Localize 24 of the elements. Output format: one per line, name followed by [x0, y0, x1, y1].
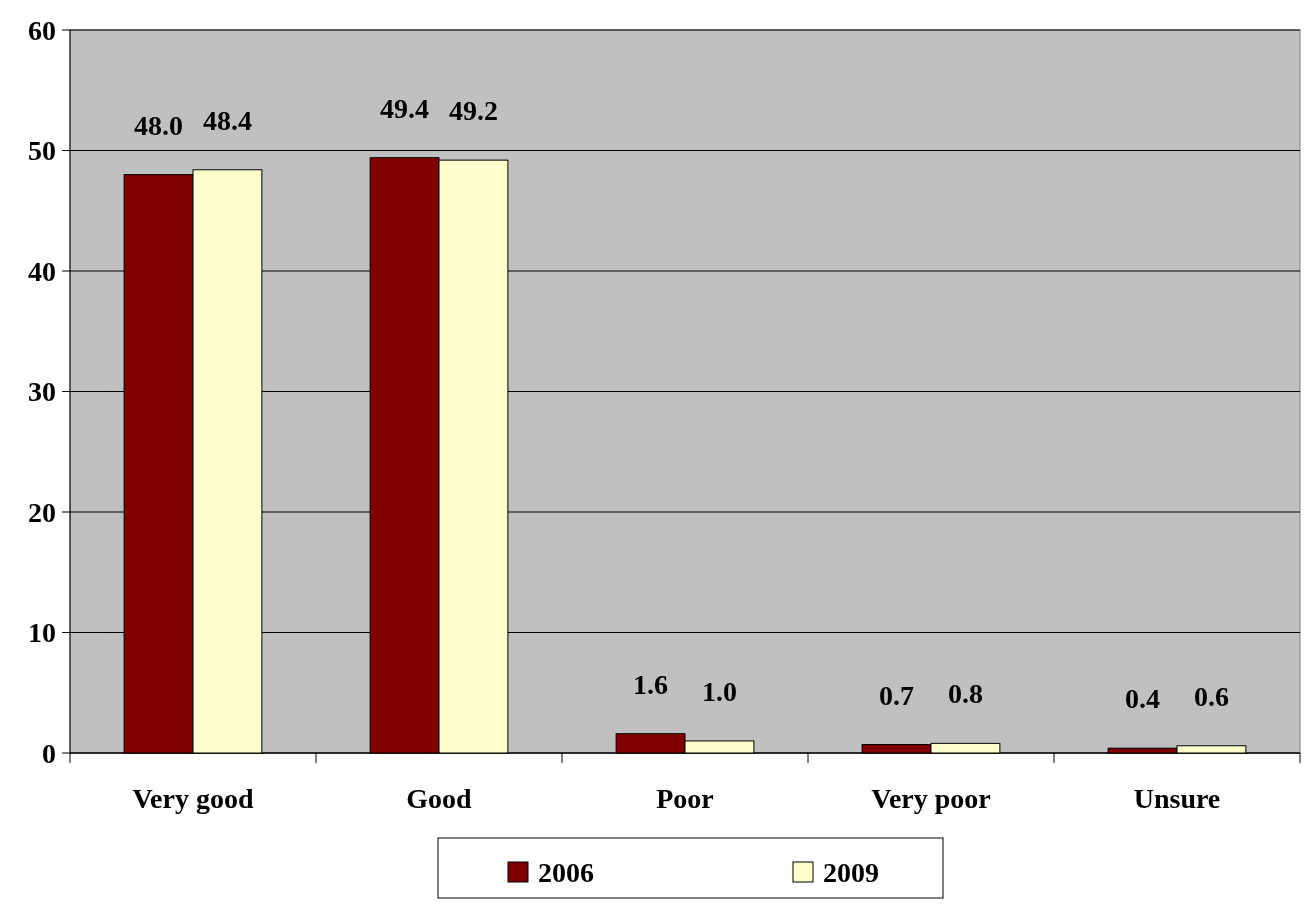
- y-tick-label: 20: [28, 496, 56, 528]
- data-label: 49.2: [448, 95, 498, 127]
- data-label: 0.8: [947, 678, 983, 710]
- x-tick-label: Good: [406, 783, 473, 814]
- data-label: 48.4: [202, 104, 252, 136]
- y-tick-label: 0: [42, 737, 56, 769]
- x-tick-label: Very poor: [871, 783, 991, 814]
- x-tick-label: Unsure: [1133, 783, 1221, 814]
- y-tick-label: 10: [28, 617, 56, 649]
- data-label: 1.0: [701, 675, 737, 707]
- y-tick-label: 60: [28, 14, 56, 46]
- y-tick-label: 40: [28, 255, 56, 287]
- x-tick-label: Very good: [132, 783, 254, 814]
- legend-label: 2006: [538, 856, 594, 888]
- data-label: 0.7: [879, 679, 915, 711]
- data-label: 0.4: [1125, 683, 1161, 715]
- x-tick-label: Poor: [656, 783, 714, 814]
- data-label: 0.6: [1193, 680, 1229, 712]
- legend-label: 2009: [823, 856, 879, 888]
- data-label: 48.0: [134, 109, 184, 141]
- y-tick-label: 30: [28, 376, 56, 408]
- data-label: 49.4: [380, 92, 430, 124]
- y-tick-label: 50: [28, 135, 56, 167]
- data-label: 1.6: [633, 668, 669, 700]
